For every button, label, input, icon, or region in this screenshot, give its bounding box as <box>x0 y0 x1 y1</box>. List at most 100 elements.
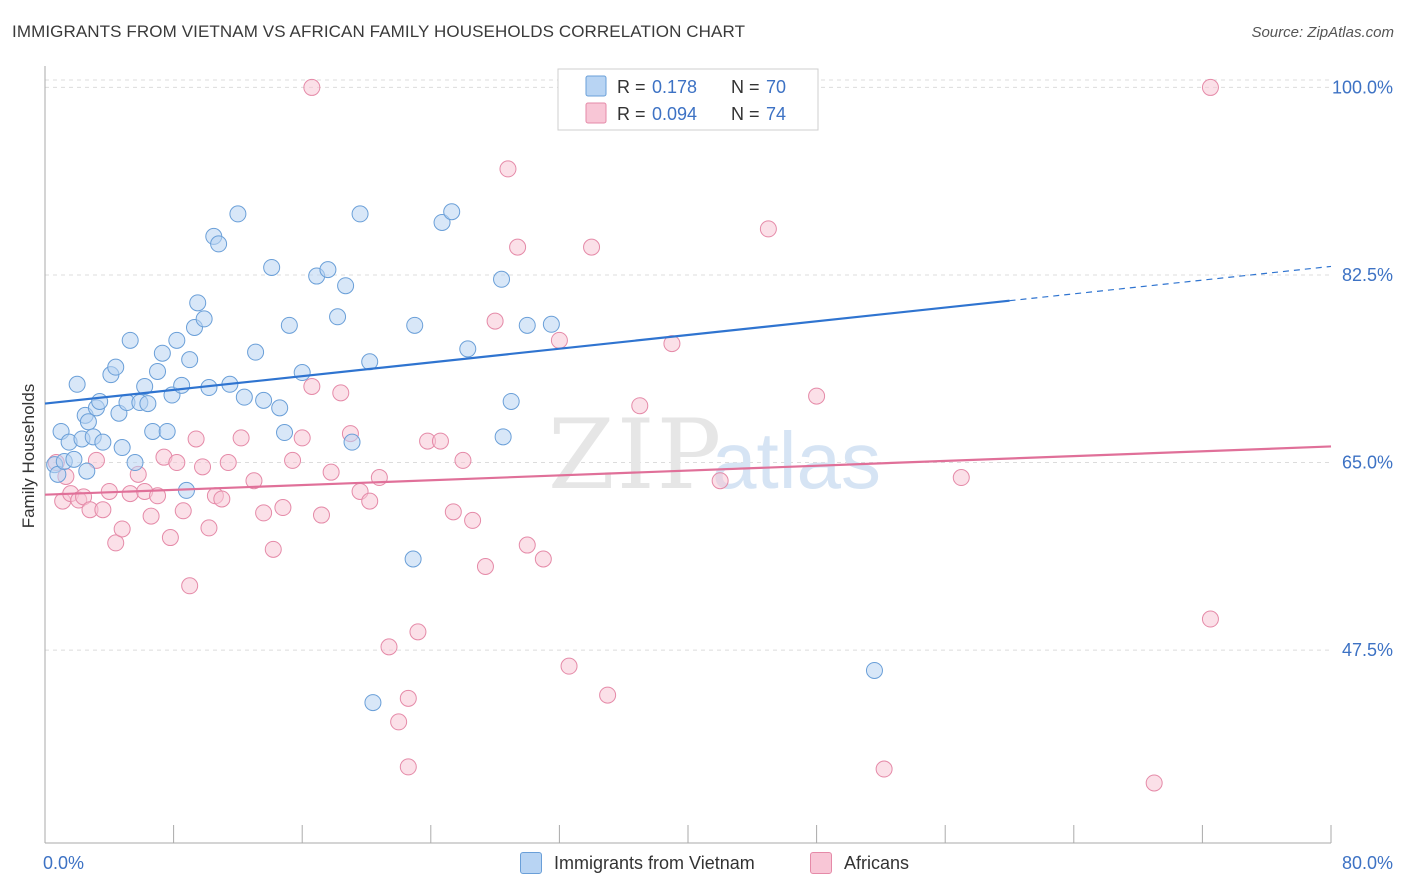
africans-point <box>94 501 112 519</box>
vietnam-point <box>168 331 186 349</box>
vietnam-point <box>329 308 347 326</box>
vietnam-point <box>79 413 97 431</box>
vietnam-point <box>433 213 451 231</box>
legend-n-label: N = <box>731 77 760 97</box>
africans-point <box>1201 78 1219 96</box>
legend-n-value: 74 <box>766 104 786 124</box>
axes <box>44 66 1332 844</box>
vietnam-point <box>263 258 281 276</box>
vietnam-point <box>68 375 86 393</box>
vietnam-point <box>235 388 253 406</box>
africans-point <box>431 432 449 450</box>
vietnam-point <box>126 454 144 472</box>
vietnam-point <box>121 331 139 349</box>
africans-point <box>583 238 601 256</box>
vietnam-point <box>443 203 461 221</box>
africans-point <box>312 506 330 524</box>
vietnam-point <box>502 392 520 410</box>
africans-point <box>509 238 527 256</box>
africans-point <box>952 469 970 487</box>
vietnam-point <box>493 270 511 288</box>
africans-point <box>255 504 273 522</box>
y-tick-label: 47.5% <box>1342 640 1393 660</box>
africans-point <box>264 540 282 558</box>
vietnam-point <box>65 450 83 468</box>
africans-point <box>181 577 199 595</box>
vietnam-point <box>91 392 109 410</box>
africans-point <box>875 760 893 778</box>
africans-point <box>161 529 179 547</box>
africans-point <box>711 472 729 490</box>
legend-r-label: R = <box>617 104 646 124</box>
x-tick-label: 0.0% <box>43 853 84 873</box>
africans-point <box>121 485 139 503</box>
vietnam-point <box>144 422 162 440</box>
vietnam-point <box>158 422 176 440</box>
legend-swatch-africans <box>810 852 832 874</box>
vietnam-point <box>149 362 167 380</box>
africans-point <box>232 429 250 447</box>
africans-point <box>550 331 568 349</box>
vietnam-trend-extension <box>1009 265 1332 302</box>
africans-point <box>464 511 482 529</box>
africans-trend-line <box>44 445 1332 496</box>
africans-point <box>361 492 379 510</box>
africans-point <box>1201 610 1219 628</box>
vietnam-point <box>189 294 207 312</box>
vietnam-point <box>293 364 311 382</box>
africans-point <box>399 758 417 776</box>
africans-point <box>113 520 131 538</box>
vietnam-point <box>94 433 112 451</box>
vietnam-point <box>195 310 213 328</box>
africans-point <box>499 160 517 178</box>
legend-swatch-vietnam <box>520 852 542 874</box>
vietnam-point <box>459 340 477 358</box>
legend-swatch-vietnam <box>585 75 607 97</box>
vietnam-point <box>210 235 228 253</box>
y-tick-label: 65.0% <box>1342 453 1393 473</box>
vietnam-points <box>46 73 883 712</box>
source-label: Source: ZipAtlas.com <box>1251 24 1394 41</box>
vietnam-point <box>247 343 265 361</box>
vietnam-point <box>404 550 422 568</box>
grid-lines <box>45 79 1331 651</box>
africans-point <box>454 451 472 469</box>
bottom-legend: Immigrants from Vietnam Africans <box>0 852 1406 878</box>
vietnam-point <box>518 316 536 334</box>
vietnam-point <box>271 399 289 417</box>
africans-point <box>303 377 321 395</box>
legend-n-label: N = <box>731 104 760 124</box>
africans-point <box>663 335 681 353</box>
y-tick-labels: 100.0% 82.5% 65.0% 47.5% <box>1332 77 1393 660</box>
chart-title: IMMIGRANTS FROM VIETNAM VS AFRICAN FAMIL… <box>12 22 746 41</box>
watermark-zip: ZIP <box>548 399 723 511</box>
x-tick-labels: 0.0% 80.0% <box>43 853 1393 873</box>
vietnam-point <box>173 376 191 394</box>
africans-point <box>303 78 321 96</box>
africans-point <box>390 713 408 731</box>
legend-item-vietnam[interactable]: Immigrants from Vietnam <box>520 852 755 874</box>
africans-point <box>599 686 617 704</box>
africans-point <box>107 534 125 552</box>
legend-item-africans[interactable]: Africans <box>810 852 909 874</box>
vietnam-point <box>406 316 424 334</box>
africans-point <box>759 220 777 238</box>
vietnam-point <box>181 351 199 369</box>
africans-point <box>168 454 186 472</box>
vietnam-point <box>280 316 298 334</box>
y-tick-label: 100.0% <box>1332 77 1393 97</box>
africans-point <box>194 458 212 476</box>
x-tick-label: 80.0% <box>1342 853 1393 873</box>
africans-point <box>87 451 105 469</box>
africans-point <box>200 519 218 537</box>
y-tick-label: 82.5% <box>1342 265 1393 285</box>
africans-point <box>322 463 340 481</box>
africans-point <box>409 623 427 641</box>
africans-point <box>142 507 160 525</box>
vietnam-point <box>78 462 96 480</box>
africans-point <box>380 638 398 656</box>
legend-r-value: 0.178 <box>652 77 697 97</box>
vietnam-point <box>494 428 512 446</box>
vietnam-point <box>107 358 125 376</box>
